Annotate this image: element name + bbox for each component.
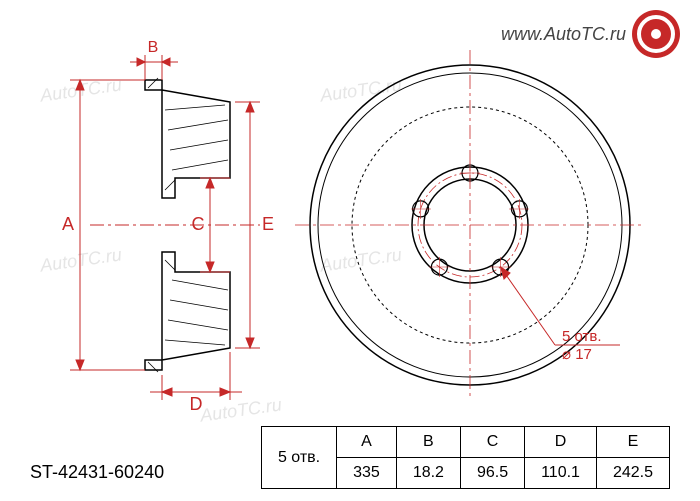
col-a: A bbox=[337, 427, 397, 458]
section-view: A B C bbox=[62, 40, 274, 410]
col-b: B bbox=[396, 427, 460, 458]
col-e: E bbox=[596, 427, 669, 458]
technical-drawing: A B C bbox=[20, 40, 680, 410]
bolt-callout-line1: 5 отв. bbox=[562, 328, 602, 345]
dim-label-c: C bbox=[192, 214, 205, 234]
bolt-callout-line2: ⌀ 17 bbox=[562, 346, 592, 363]
dim-label-e: E bbox=[262, 214, 274, 234]
part-number: ST-42431-60240 bbox=[30, 462, 164, 483]
col-d: D bbox=[525, 427, 597, 458]
holes-cell: 5 отв. bbox=[261, 427, 336, 489]
table-header-row: 5 отв. A B C D E bbox=[261, 427, 669, 458]
dimension-table: 5 отв. A B C D E 335 18.2 96.5 110.1 242… bbox=[261, 426, 670, 489]
val-e: 242.5 bbox=[596, 458, 669, 489]
dim-label-a: A bbox=[62, 214, 74, 234]
dim-label-b: B bbox=[148, 40, 159, 56]
col-c: C bbox=[460, 427, 524, 458]
dim-label-d: D bbox=[190, 394, 203, 410]
val-d: 110.1 bbox=[525, 458, 597, 489]
val-c: 96.5 bbox=[460, 458, 524, 489]
front-view: 5 отв. ⌀ 17 bbox=[295, 50, 645, 400]
drawing-svg: A B C bbox=[20, 40, 680, 410]
val-a: 335 bbox=[337, 458, 397, 489]
val-b: 18.2 bbox=[396, 458, 460, 489]
